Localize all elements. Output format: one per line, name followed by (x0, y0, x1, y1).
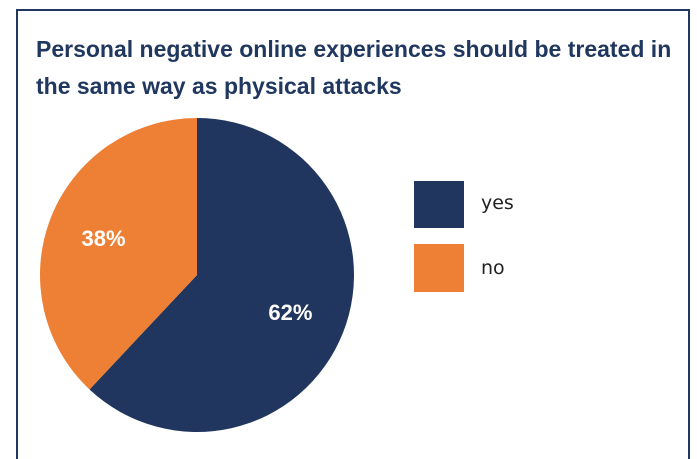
legend-label-no: no (481, 257, 505, 279)
slice-label-no: 38% (82, 226, 126, 251)
legend-swatch-no (414, 244, 464, 292)
slice-label-yes: 62% (268, 300, 312, 325)
pie-slice-yes (89, 118, 354, 433)
legend-swatch-yes (414, 181, 464, 228)
legend: yes no (414, 181, 514, 292)
pie-slices (40, 118, 354, 433)
legend-label-yes: yes (481, 192, 514, 214)
chart-title: Personal negative online experiences sho… (36, 36, 672, 99)
pie-slice-no (40, 118, 198, 390)
